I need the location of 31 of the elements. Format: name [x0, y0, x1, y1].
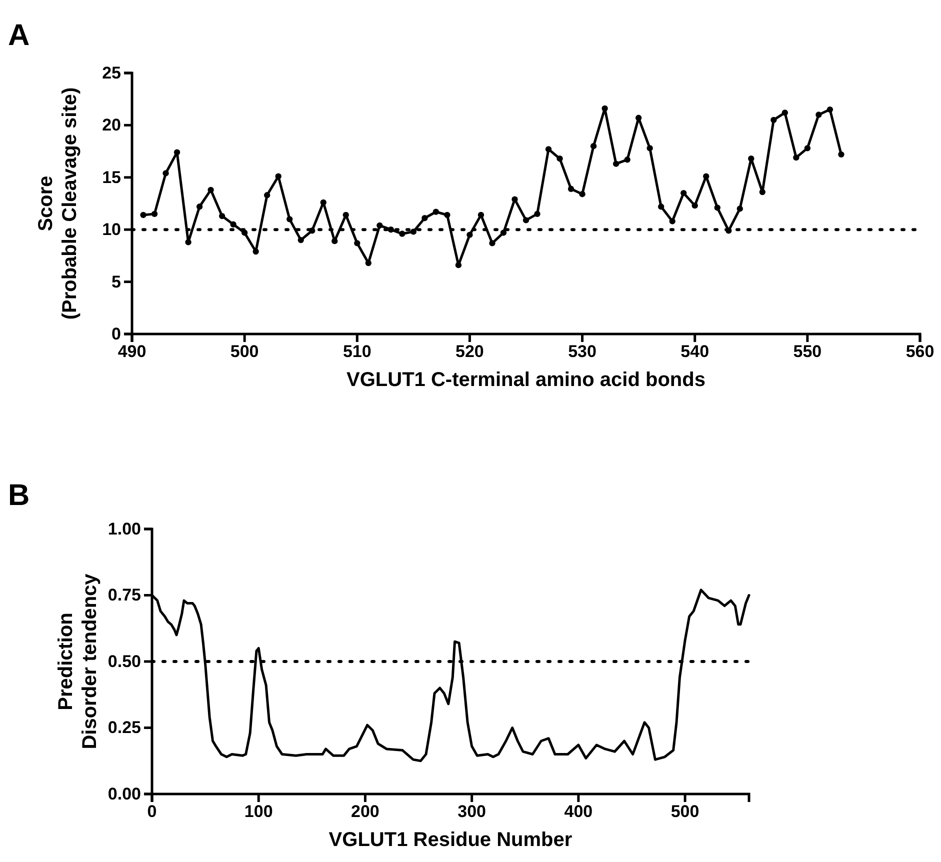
- y-tick-label: 0.50: [108, 652, 141, 671]
- x-tick-label: 540: [680, 342, 710, 362]
- y-tick-label: 10: [102, 220, 121, 240]
- y-tick-label: 25: [102, 63, 121, 82]
- x-tick-label: 0: [147, 802, 157, 822]
- y-tick-label: 5: [112, 272, 121, 292]
- y-tick-label: 0: [112, 324, 121, 344]
- x-tick-label: 530: [568, 342, 596, 362]
- x-tick-label: 400: [564, 802, 593, 822]
- y-tick-label: 1.00: [108, 519, 141, 538]
- y-tick-label: 0.75: [108, 586, 141, 605]
- x-axis-title: VGLUT1 Residue Number: [328, 829, 572, 851]
- x-tick-label: 100: [244, 802, 273, 822]
- y-tick-label: 0.00: [108, 784, 141, 804]
- x-axis-title: VGLUT1 C-terminal amino acid bonds: [346, 369, 706, 391]
- y-tick-label: 15: [102, 168, 121, 187]
- y-axis-title: Prediction Disorder tendency: [55, 572, 101, 750]
- x-tick-label: 510: [342, 342, 372, 362]
- x-tick-label: 500: [670, 802, 700, 822]
- x-tick-label: 520: [456, 342, 484, 362]
- x-tick-label: 200: [351, 802, 380, 822]
- chart-title: A: [8, 19, 30, 52]
- y-axis-title: Score (Probable Cleavage site): [35, 87, 81, 320]
- y-tick-label: 0.25: [108, 718, 141, 738]
- x-tick-label: 490: [118, 342, 146, 362]
- chart-title: B: [8, 479, 30, 512]
- x-tick-label: 300: [458, 802, 486, 822]
- y-tick-label: 20: [102, 116, 121, 135]
- x-tick-label: 550: [793, 342, 822, 362]
- x-tick-label: 560: [906, 342, 934, 362]
- x-tick-label: 500: [230, 342, 259, 362]
